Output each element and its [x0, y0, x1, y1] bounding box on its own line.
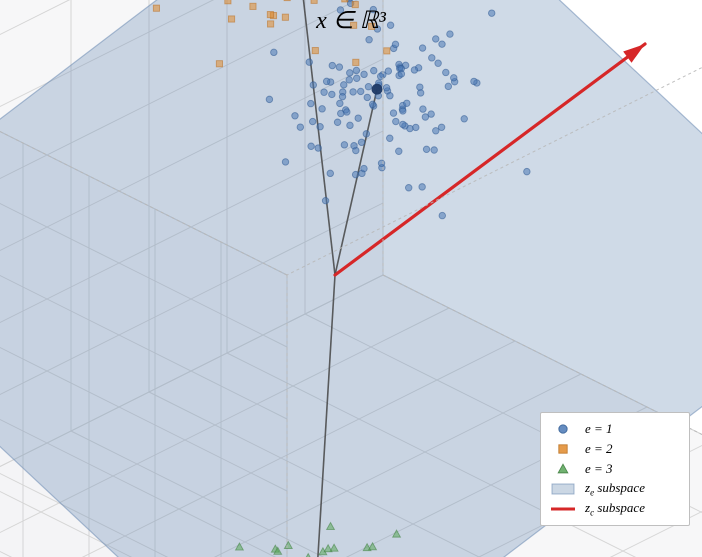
figure-root: { "figure": { "type": "scatter3d", "widt…	[0, 0, 702, 557]
chart-title: x ∈ ℝ³	[0, 6, 702, 35]
legend-entry-4: zc subspace	[549, 499, 681, 519]
legend-swatch	[549, 442, 577, 456]
legend-entry-1: e = 2	[549, 439, 681, 459]
legend-swatch	[549, 482, 577, 496]
legend-swatch	[549, 502, 577, 516]
legend-label: ze subspace	[585, 480, 645, 498]
legend-entry-2: e = 3	[549, 459, 681, 479]
legend-entry-3: ze subspace	[549, 479, 681, 499]
legend-entry-0: e = 1	[549, 419, 681, 439]
legend-box: e = 1 e = 2 e = 3 ze subspace zc subspace	[540, 412, 690, 526]
legend-label: zc subspace	[585, 500, 645, 518]
legend-label: e = 2	[585, 441, 613, 457]
legend-label: e = 3	[585, 461, 613, 477]
legend-label: e = 1	[585, 421, 613, 437]
legend-swatch	[549, 422, 577, 436]
legend-swatch	[549, 462, 577, 476]
